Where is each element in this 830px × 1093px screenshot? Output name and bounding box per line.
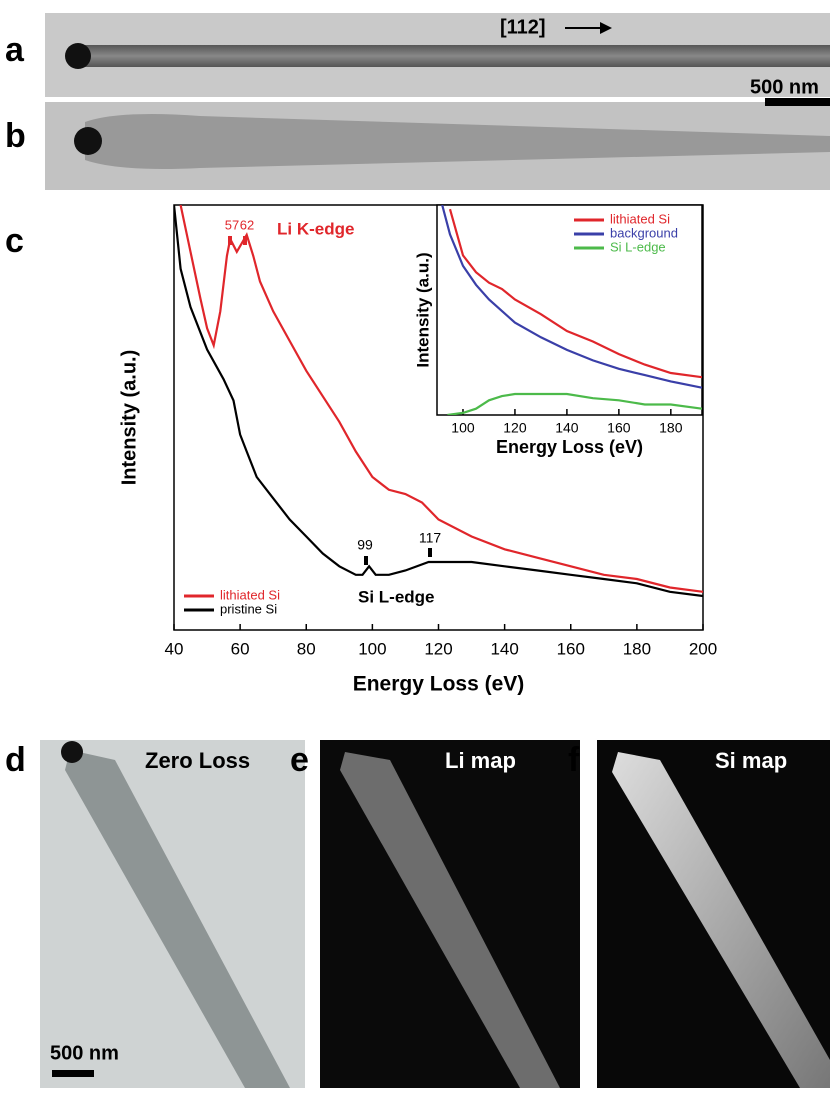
x-tick-label: 200 (689, 639, 717, 658)
x-axis-label: Energy Loss (eV) (353, 673, 525, 696)
x-tick-label: 160 (557, 639, 585, 658)
scale-bar-label: 500 nm (50, 1042, 119, 1064)
panel-label: a (5, 31, 25, 69)
panel-label: f (568, 741, 580, 779)
x-axis-label: Energy Loss (eV) (496, 437, 643, 457)
panel-label: e (290, 741, 309, 779)
annotation-marker (428, 548, 432, 557)
x-tick-label: 80 (297, 639, 316, 658)
nanowire (340, 752, 560, 1088)
annotation-marker (364, 556, 368, 565)
nanowire (612, 752, 830, 1088)
annotation: 57 (225, 217, 239, 232)
catalyst (74, 127, 102, 155)
series-line (179, 205, 703, 593)
panel-label: b (5, 117, 26, 155)
x-tick-label: 180 (659, 420, 683, 436)
panel-label: c (5, 222, 24, 260)
x-tick-label: 60 (231, 639, 250, 658)
x-tick-label: 140 (490, 639, 518, 658)
scale-bar-label: 500 nm (750, 76, 819, 98)
x-tick-label: 100 (358, 639, 386, 658)
x-tick-label: 100 (451, 420, 475, 436)
plot-frame (436, 204, 703, 416)
image-title: Li map (445, 748, 516, 773)
legend-label: background (610, 225, 678, 240)
scale-bar (52, 1070, 94, 1077)
annotation: Si L-edge (358, 587, 435, 606)
image-title: Zero Loss (145, 748, 250, 773)
annotation: 62 (240, 217, 254, 232)
x-tick-label: 120 (503, 420, 527, 436)
series-line (441, 205, 702, 389)
image-title: Si map (715, 748, 787, 773)
legend-label: Si L-edge (610, 239, 666, 254)
annotation: Li K-edge (277, 219, 354, 238)
legend-label: lithiated Si (610, 211, 670, 226)
legend-label: lithiated Si (220, 587, 280, 602)
catalyst (65, 43, 91, 69)
x-tick-label: 120 (424, 639, 452, 658)
series-line (447, 392, 702, 415)
y-axis-label: Intensity (a.u.) (118, 350, 140, 486)
annotation-marker (243, 236, 247, 245)
y-axis-label: Intensity (a.u.) (413, 252, 432, 367)
annotation: 117 (419, 530, 442, 546)
nanowire (85, 114, 830, 169)
x-tick-label: 40 (165, 639, 184, 658)
nanowire (75, 45, 830, 67)
panel-label: d (5, 741, 26, 779)
series-line (174, 205, 703, 598)
x-tick-label: 180 (623, 639, 651, 658)
catalyst (61, 741, 83, 763)
legend-label: pristine Si (220, 601, 277, 616)
x-tick-label: 140 (555, 420, 579, 436)
nanowire (65, 750, 290, 1088)
x-tick-label: 160 (607, 420, 631, 436)
arrow-head (600, 22, 612, 34)
scale-bar (765, 98, 830, 106)
series-line (448, 208, 702, 379)
annotation: 99 (357, 537, 373, 553)
direction-label: [112] (500, 16, 546, 38)
annotation-marker (228, 236, 232, 245)
